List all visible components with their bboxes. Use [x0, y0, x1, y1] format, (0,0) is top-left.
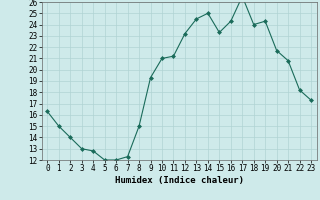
X-axis label: Humidex (Indice chaleur): Humidex (Indice chaleur) — [115, 176, 244, 185]
